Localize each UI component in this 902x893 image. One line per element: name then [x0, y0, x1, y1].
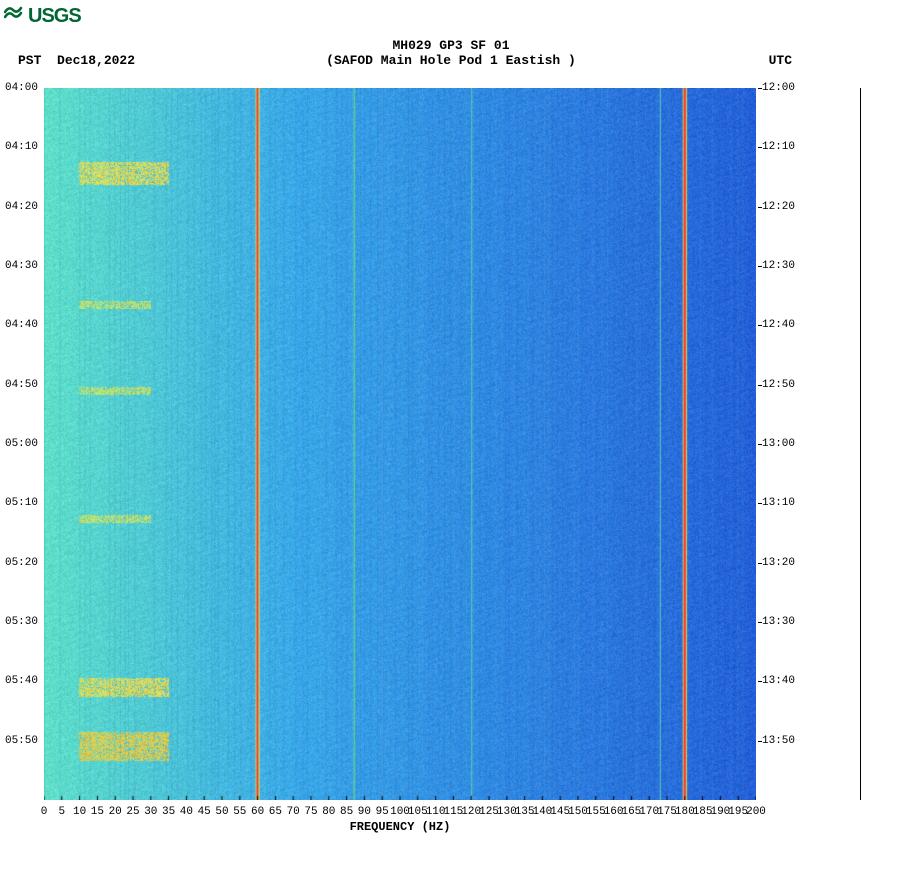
x-tick: 25 [126, 806, 139, 818]
x-tick: 30 [144, 806, 157, 818]
x-tick: 45 [198, 806, 211, 818]
x-tick: 90 [358, 806, 371, 818]
x-tick: 75 [304, 806, 317, 818]
y-left-tick: 05:30 [5, 616, 38, 628]
tz-left-label: PST [18, 53, 41, 68]
y-left-tick: 04:10 [5, 141, 38, 153]
date-label: Dec18,2022 [57, 53, 135, 68]
x-tick: 200 [746, 806, 766, 818]
y-left-tick: 04:40 [5, 319, 38, 331]
x-tick: 95 [376, 806, 389, 818]
x-tick: 20 [109, 806, 122, 818]
x-tick: 35 [162, 806, 175, 818]
y-right-tick: 12:20 [762, 201, 795, 213]
usgs-logo-text: USGS [28, 5, 81, 28]
x-tick: 10 [73, 806, 86, 818]
y-right-tick: 12:50 [762, 379, 795, 391]
y-left-tick: 05:50 [5, 735, 38, 747]
y-right-tick: 13:40 [762, 675, 795, 687]
y-right-tick: 13:50 [762, 735, 795, 747]
x-tick: 40 [180, 806, 193, 818]
right-border [860, 88, 861, 800]
usgs-logo: USGS [4, 4, 81, 28]
timezone-left: PST Dec18,2022 [18, 53, 135, 68]
y-axis-left: 04:0004:1004:2004:3004:4004:5005:0005:10… [0, 88, 42, 800]
x-tick: 70 [287, 806, 300, 818]
y-right-tick: 12:10 [762, 141, 795, 153]
y-right-tick: 13:30 [762, 616, 795, 628]
y-left-tick: 05:00 [5, 438, 38, 450]
y-left-tick: 05:10 [5, 497, 38, 509]
x-tick: 80 [322, 806, 335, 818]
spectrogram-canvas [44, 88, 756, 800]
chart-subtitle: (SAFOD Main Hole Pod 1 Eastish ) [0, 53, 902, 68]
y-right-tick: 12:40 [762, 319, 795, 331]
y-right-tick: 13:10 [762, 497, 795, 509]
x-tick: 15 [91, 806, 104, 818]
y-left-tick: 05:40 [5, 675, 38, 687]
spectrogram-plot [44, 88, 756, 800]
y-left-tick: 04:20 [5, 201, 38, 213]
x-tick: 60 [251, 806, 264, 818]
x-axis-label: FREQUENCY (HZ) [44, 820, 756, 834]
x-tick: 65 [269, 806, 282, 818]
usgs-wave-icon [4, 4, 26, 28]
x-tick: 55 [233, 806, 246, 818]
y-left-tick: 05:20 [5, 557, 38, 569]
y-right-tick: 13:00 [762, 438, 795, 450]
y-axis-right: 12:0012:1012:2012:3012:4012:5013:0013:10… [758, 88, 808, 800]
chart-title: MH029 GP3 SF 01 [0, 38, 902, 53]
x-tick: 85 [340, 806, 353, 818]
x-tick: 50 [215, 806, 228, 818]
y-right-tick: 12:30 [762, 260, 795, 272]
x-tick: 5 [58, 806, 65, 818]
y-right-tick: 13:20 [762, 557, 795, 569]
x-tick: 0 [41, 806, 48, 818]
timezone-right: UTC [769, 53, 792, 68]
y-right-tick: 12:00 [762, 82, 795, 94]
y-left-tick: 04:30 [5, 260, 38, 272]
y-left-tick: 04:00 [5, 82, 38, 94]
y-left-tick: 04:50 [5, 379, 38, 391]
